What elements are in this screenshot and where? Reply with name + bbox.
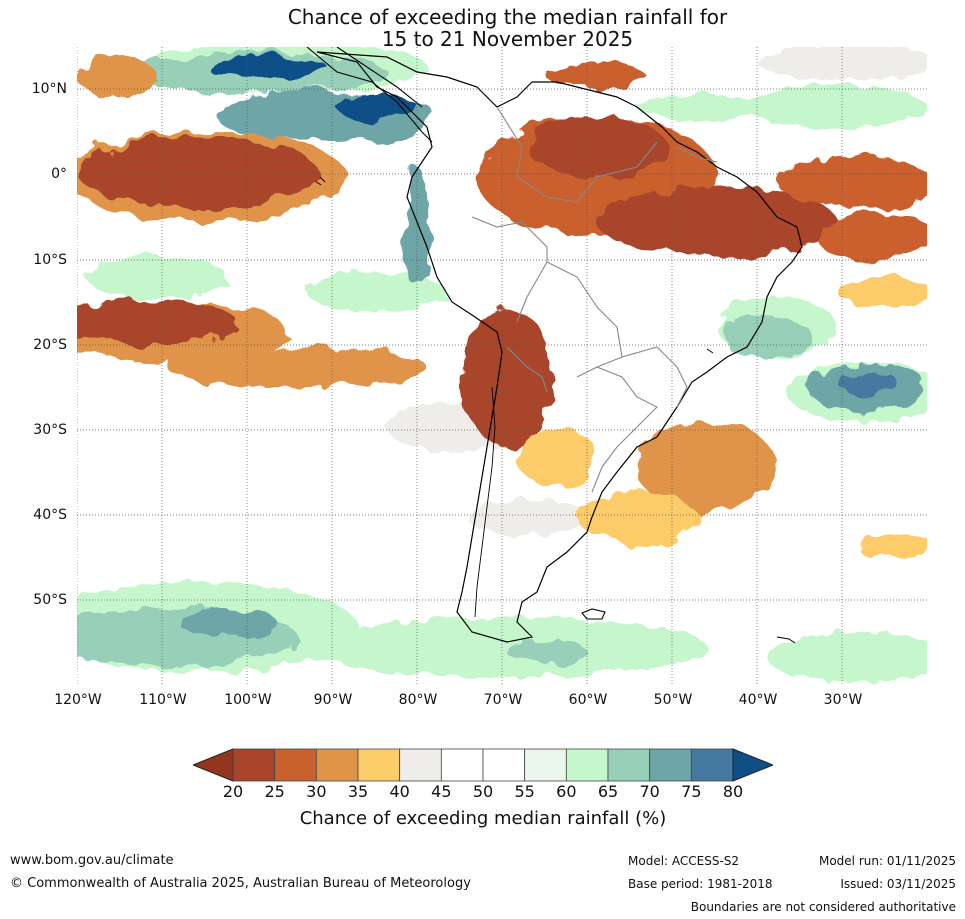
colorbar-bin (607, 748, 651, 782)
lat-label-30s: 30°S (33, 422, 67, 438)
colorbar-tick-label: 80 (722, 782, 744, 801)
map-title-line1: Chance of exceeding the median rainfall … (287, 5, 728, 29)
disclaimer-text: Boundaries are not considered authoritat… (690, 900, 956, 914)
colorbar-high-arrow (732, 748, 773, 782)
issued-text: Issued: 03/11/2025 (840, 877, 956, 891)
colorbar-tick-label: 65 (597, 782, 619, 801)
colorbar-tick-label: 20 (222, 782, 244, 801)
rainfall-probability-map (77, 47, 927, 685)
colorbar-tick-label: 25 (264, 782, 285, 801)
lon-label-120w: 120°W (54, 692, 102, 708)
colorbar-bin (357, 748, 401, 782)
lat-label-40s: 40°S (33, 507, 67, 523)
lon-label-50w: 50°W (653, 692, 693, 708)
colorbar-bin (482, 748, 526, 782)
rainfall-fill-dry (77, 57, 927, 559)
model-run-text: Model run: 01/11/2025 (818, 854, 956, 868)
colorbar (193, 748, 773, 782)
colorbar-tick-label: 50 (472, 782, 494, 801)
lon-label-60w: 60°W (568, 692, 608, 708)
lat-label-50s: 50°S (33, 592, 67, 608)
colorbar-bin (690, 748, 734, 782)
graticule (77, 47, 927, 685)
copyright-text: © Commonwealth of Australia 2025, Austra… (10, 876, 471, 891)
lon-label-70w: 70°W (483, 692, 523, 708)
model-text: Model: ACCESS-S2 (628, 854, 740, 868)
map-canvas (77, 47, 927, 685)
website-text: www.bom.gov.au/climate (10, 853, 174, 868)
colorbar-tick-label: 75 (681, 782, 702, 801)
colorbar-bins (232, 748, 734, 782)
colorbar-tick-label: 55 (514, 782, 535, 801)
lon-label-90w: 90°W (313, 692, 353, 708)
colorbar-bin (524, 748, 567, 782)
base-period-text: Base period: 1981-2018 (628, 877, 773, 891)
colorbar-bin (232, 748, 276, 782)
lat-label-0: 0° (51, 166, 67, 182)
lon-label-100w: 100°W (224, 692, 272, 708)
colorbar-bin (649, 748, 692, 782)
colorbar-tick-label: 40 (389, 782, 410, 801)
colorbar-tick-label: 45 (431, 782, 452, 801)
lat-label-20s: 20°S (33, 337, 67, 353)
country-borders (471, 106, 718, 493)
colorbar-bin (315, 748, 359, 782)
colorbar-tick-label: 30 (306, 782, 327, 801)
lat-label-10s: 10°S (33, 252, 67, 268)
colorbar-tick-label: 60 (556, 782, 577, 801)
colorbar-bin (399, 748, 442, 782)
falkland-islands (581, 608, 606, 620)
lon-label-110w: 110°W (139, 692, 187, 708)
colorbar-bin (274, 748, 317, 782)
colorbar-bin (565, 748, 609, 782)
chile-argentina-border (474, 386, 496, 618)
colorbar-low-arrow (193, 748, 234, 782)
rainfall-fill-wet (77, 50, 927, 667)
lat-label-10n: 10°N (31, 81, 67, 97)
colorbar-tick-label: 35 (347, 782, 369, 801)
map-title-line2: 15 to 21 November 2025 (381, 27, 634, 51)
central-america-coastline (306, 47, 433, 143)
galapagos-islands (314, 176, 326, 186)
lon-label-30w: 30°W (823, 692, 863, 708)
south-america-coastline (316, 51, 803, 643)
lon-label-80w: 80°W (398, 692, 438, 708)
colorbar-bin (440, 748, 484, 782)
colorbar-label: Chance of exceeding median rainfall (%) (299, 808, 667, 829)
colorbar-tick-label: 70 (639, 782, 660, 801)
atlantic-islands (706, 348, 796, 644)
lon-label-40w: 40°W (738, 692, 778, 708)
